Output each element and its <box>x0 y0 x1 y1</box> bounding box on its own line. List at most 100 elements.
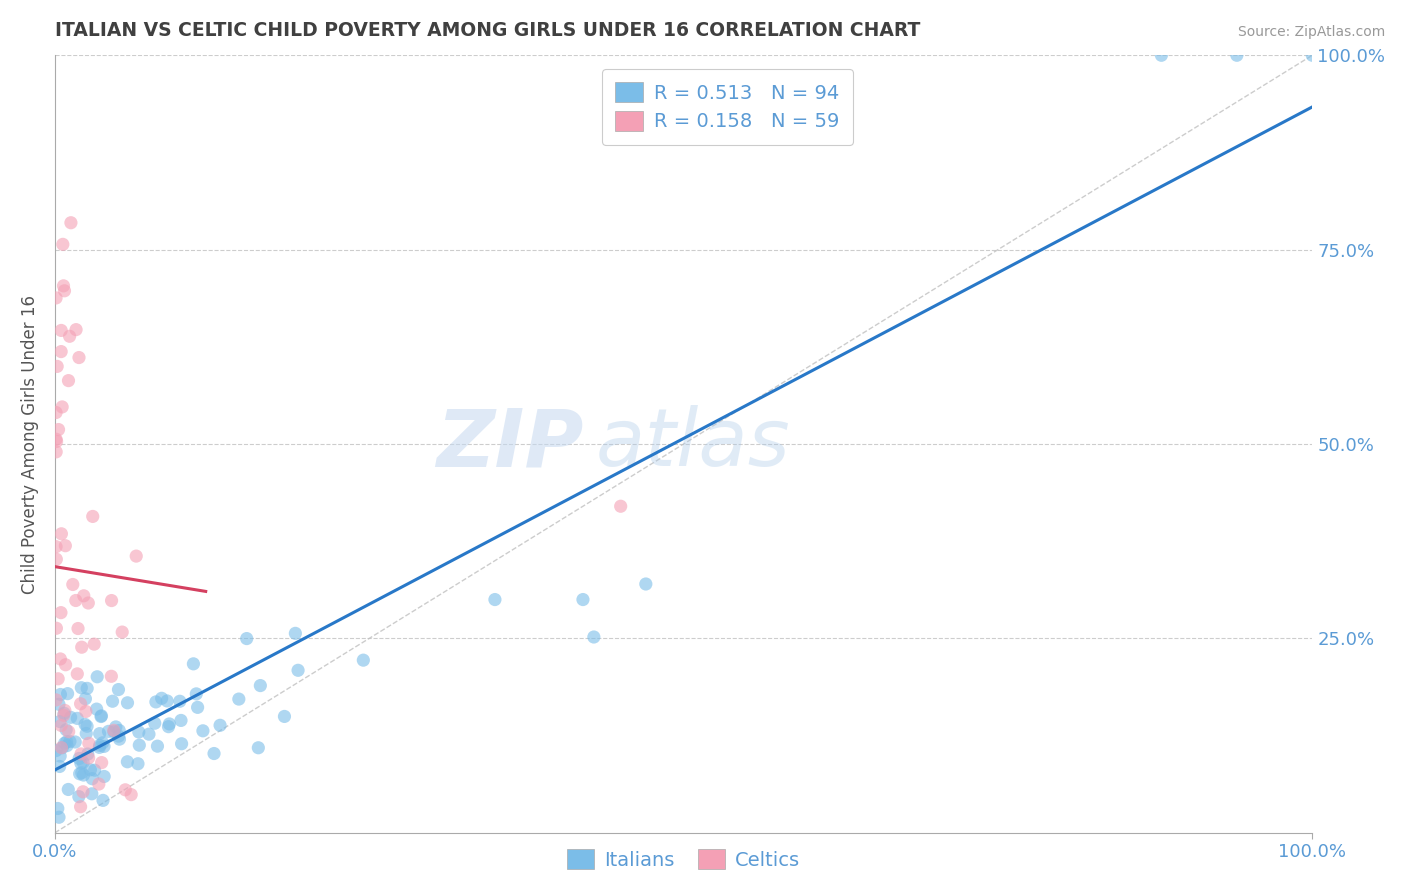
Point <box>67 751 90 765</box>
Point <box>247 740 270 755</box>
Point <box>55 657 77 672</box>
Point <box>89 740 111 755</box>
Point <box>70 681 93 695</box>
Point <box>45 434 67 449</box>
Point <box>73 589 96 603</box>
Point <box>100 593 122 607</box>
Point <box>58 724 80 739</box>
Point <box>48 759 70 773</box>
Point <box>143 716 166 731</box>
Point <box>48 423 70 437</box>
Point <box>108 723 131 738</box>
Point <box>72 768 94 782</box>
Point <box>66 666 89 681</box>
Point <box>45 743 67 757</box>
Point <box>90 756 112 770</box>
Point <box>157 720 180 734</box>
Point <box>70 756 93 771</box>
Point <box>1150 48 1173 62</box>
Point <box>284 626 307 640</box>
Point <box>45 621 67 635</box>
Point <box>93 739 115 754</box>
Point <box>69 766 91 780</box>
Point <box>249 679 271 693</box>
Point <box>53 539 76 553</box>
Point <box>89 739 111 753</box>
Point <box>59 710 82 724</box>
Point <box>56 739 79 753</box>
Point <box>59 216 82 230</box>
Point <box>49 688 72 702</box>
Point <box>45 540 67 554</box>
Point <box>111 625 134 640</box>
Point <box>83 763 105 777</box>
Point <box>107 682 129 697</box>
Point <box>72 785 94 799</box>
Point <box>1301 48 1323 62</box>
Point <box>77 596 100 610</box>
Point <box>228 692 250 706</box>
Point <box>89 726 111 740</box>
Text: ZIP: ZIP <box>436 405 583 483</box>
Point <box>45 291 67 305</box>
Point <box>101 694 124 708</box>
Point <box>45 693 67 707</box>
Point <box>170 714 193 728</box>
Point <box>128 738 150 752</box>
Point <box>86 670 108 684</box>
Point <box>128 725 150 739</box>
Point <box>46 801 69 815</box>
Point <box>77 751 100 765</box>
Point <box>46 359 69 374</box>
Point <box>127 756 149 771</box>
Point <box>125 549 148 563</box>
Point <box>45 405 67 419</box>
Point <box>117 696 139 710</box>
Point <box>100 669 122 683</box>
Point <box>107 729 129 743</box>
Legend: Italians, Celtics: Italians, Celtics <box>560 841 807 878</box>
Point <box>187 700 209 714</box>
Point <box>352 653 374 667</box>
Point <box>235 632 257 646</box>
Point <box>72 756 94 770</box>
Point <box>70 640 93 655</box>
Point <box>82 772 104 786</box>
Point <box>120 788 142 802</box>
Point <box>150 691 173 706</box>
Point <box>55 735 77 749</box>
Point <box>146 739 169 754</box>
Text: atlas: atlas <box>596 405 790 483</box>
Point <box>76 719 98 733</box>
Point <box>51 323 73 337</box>
Point <box>49 714 72 729</box>
Point <box>51 740 73 755</box>
Point <box>80 787 103 801</box>
Point <box>49 749 72 764</box>
Point <box>69 799 91 814</box>
Point <box>86 702 108 716</box>
Point <box>59 734 82 748</box>
Y-axis label: Child Poverty Among Girls Under 16: Child Poverty Among Girls Under 16 <box>21 294 39 593</box>
Point <box>51 400 73 414</box>
Point <box>104 720 127 734</box>
Point <box>145 695 167 709</box>
Point <box>157 717 180 731</box>
Point <box>69 697 91 711</box>
Point <box>170 737 193 751</box>
Point <box>49 606 72 620</box>
Point <box>90 709 112 723</box>
Point <box>484 592 506 607</box>
Point <box>273 709 295 723</box>
Point <box>75 726 97 740</box>
Point <box>65 593 87 607</box>
Point <box>45 432 67 446</box>
Point <box>55 723 77 737</box>
Point <box>202 747 225 761</box>
Point <box>191 723 214 738</box>
Point <box>53 703 76 717</box>
Point <box>108 732 131 747</box>
Point <box>76 747 98 761</box>
Point <box>186 687 208 701</box>
Point <box>183 657 205 671</box>
